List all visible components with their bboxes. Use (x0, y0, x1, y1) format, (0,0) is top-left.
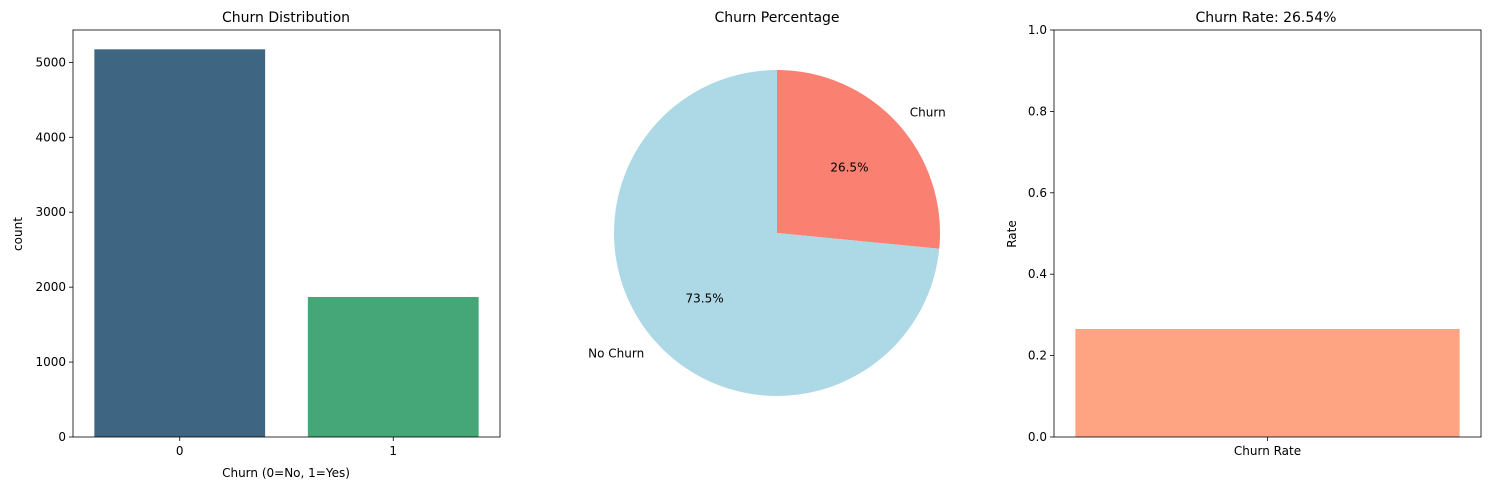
churn-distribution-chart: Churn Distribution 0 1000 2000 3000 4000 5000… (11, 10, 501, 480)
chart2-slice-0 (777, 70, 940, 249)
chart1-y-axis-label: count (11, 217, 25, 251)
chart2-labels: Churn 26.5% No Churn 73.5% (588, 105, 946, 360)
chart1-bar-1 (307, 296, 479, 437)
chart3-bars (1075, 328, 1460, 437)
chart2-slice-label: No Churn (588, 347, 644, 361)
chart3-y-tick-label: 0.2 (1028, 349, 1047, 363)
chart3-x-tick-label: Churn Rate (1234, 444, 1301, 458)
chart1-y-tick-label: 1000 (35, 355, 66, 369)
chart1-axes-frame (72, 29, 501, 438)
chart3-x-ticks: Churn Rate (1234, 437, 1301, 458)
churn-percentage-chart: Churn Percentage Churn 26.5% No Churn 73.5% (588, 10, 946, 396)
chart1-bar-0 (94, 49, 266, 438)
chart2-slices (613, 70, 940, 396)
chart3-y-tick-label: 0.0 (1028, 430, 1047, 444)
chart1-y-tick-label: 0 (58, 430, 66, 444)
chart1-title: Churn Distribution (222, 10, 350, 26)
chart1-x-axis-label: Churn (0=No, 1=Yes) (222, 466, 350, 480)
chart1-y-tick-label: 3000 (35, 205, 66, 219)
chart2-pct-label: 73.5% (686, 292, 724, 306)
chart1-y-tick-label: 2000 (35, 280, 66, 294)
chart3-y-tick-label: 0.4 (1028, 267, 1047, 281)
chart3-y-tick-label: 0.6 (1028, 186, 1047, 200)
chart1-y-ticks: 0 1000 2000 3000 4000 5000 (35, 55, 73, 444)
chart3-y-tick-label: 1.0 (1028, 23, 1047, 37)
chart3-bar-0 (1075, 328, 1460, 437)
chart2-pct-label: 26.5% (830, 160, 868, 174)
chart3-axes-frame (1053, 29, 1482, 438)
chart3-title: Churn Rate: 26.54% (1195, 10, 1336, 26)
chart2-slice-1 (613, 70, 940, 396)
chart3-y-axis-label: Rate (1005, 220, 1019, 248)
chart1-y-tick-label: 4000 (35, 130, 66, 144)
chart1-x-tick-label: 1 (389, 444, 397, 458)
chart1-bars (94, 49, 479, 438)
churn-rate-chart: Churn Rate: 26.54% 0.0 0.2 0.4 0.6 0.8 1.0 Ch… (1005, 10, 1482, 458)
chart2-title: Churn Percentage (714, 10, 839, 26)
chart2-slice-label: Churn (910, 105, 946, 119)
chart1-y-tick-label: 5000 (35, 55, 66, 69)
chart3-y-ticks: 0.0 0.2 0.4 0.6 0.8 1.0 (1028, 23, 1054, 444)
chart3-y-tick-label: 0.8 (1028, 104, 1047, 118)
chart1-x-tick-label: 0 (176, 444, 184, 458)
